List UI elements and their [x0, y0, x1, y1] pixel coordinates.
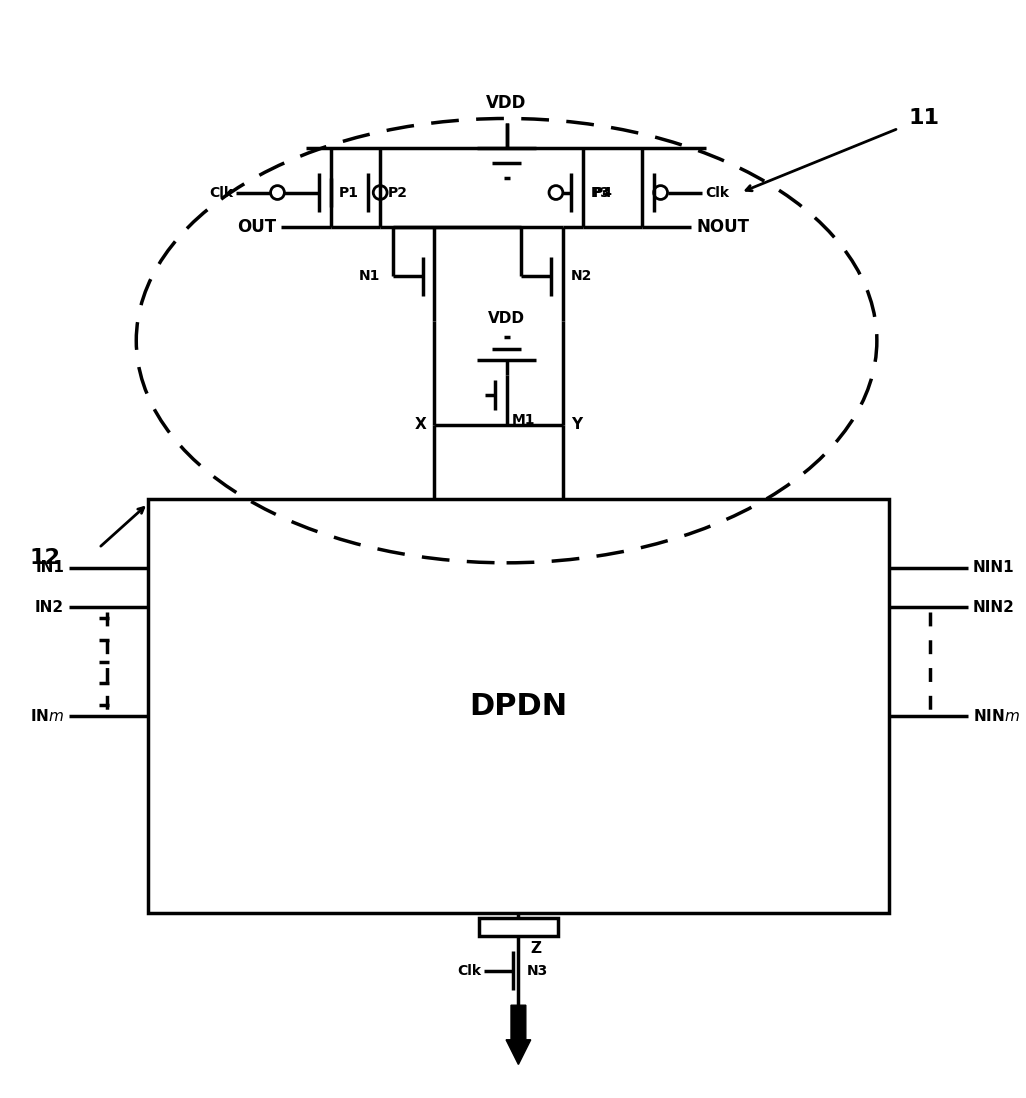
- Text: M1: M1: [512, 413, 535, 427]
- Text: IN$m$: IN$m$: [30, 708, 65, 724]
- Text: N1: N1: [359, 269, 381, 283]
- Text: NIN1: NIN1: [973, 560, 1015, 575]
- Text: Clk: Clk: [705, 186, 729, 200]
- Text: 12: 12: [30, 548, 61, 568]
- Text: Z: Z: [530, 941, 542, 956]
- Text: P1: P1: [339, 186, 359, 200]
- Text: N3: N3: [526, 964, 548, 977]
- Text: N2: N2: [570, 269, 592, 283]
- Text: P3: P3: [591, 186, 610, 200]
- Text: X: X: [415, 417, 427, 433]
- Text: NIN$m$: NIN$m$: [973, 708, 1020, 724]
- Text: NIN2: NIN2: [973, 600, 1015, 615]
- Text: IN1: IN1: [35, 560, 65, 575]
- Text: P4: P4: [592, 186, 613, 200]
- Text: DPDN: DPDN: [469, 692, 567, 720]
- Text: VDD: VDD: [488, 311, 525, 326]
- Text: P2: P2: [388, 186, 408, 200]
- Text: NOUT: NOUT: [697, 219, 749, 236]
- FancyArrow shape: [506, 1005, 530, 1064]
- Bar: [148, 498, 889, 914]
- Text: IN2: IN2: [35, 600, 65, 615]
- Bar: [479, 918, 558, 937]
- Text: 11: 11: [908, 109, 940, 128]
- Text: VDD: VDD: [486, 93, 526, 112]
- Text: Clk: Clk: [209, 186, 233, 200]
- Text: Clk: Clk: [457, 964, 481, 977]
- Text: OUT: OUT: [237, 219, 276, 236]
- Text: Y: Y: [570, 417, 582, 433]
